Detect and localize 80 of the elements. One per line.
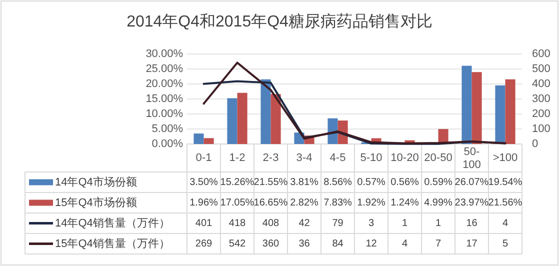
label: 4.99% — [424, 197, 452, 208]
label: 360 — [262, 238, 280, 250]
label: 8.56% — [324, 176, 352, 188]
label: 0.59% — [424, 176, 452, 188]
label: 3 — [368, 218, 374, 229]
y2tick: 0 — [532, 138, 538, 150]
label: 7.83% — [324, 197, 352, 208]
bar — [495, 85, 506, 144]
ytick: 25.00% — [146, 63, 183, 75]
xtick: 0-1 — [196, 152, 212, 164]
label: 418 — [228, 218, 246, 229]
label: 401 — [195, 218, 212, 229]
bar — [237, 92, 248, 144]
label: 17.05% — [220, 197, 254, 208]
label: 408 — [262, 218, 280, 229]
label: 17 — [466, 238, 478, 250]
ytick: 5.00% — [152, 123, 183, 135]
label: 1.92% — [357, 197, 386, 208]
label: 21.56% — [488, 197, 522, 208]
label: 79 — [332, 218, 344, 229]
label: 4 — [502, 218, 508, 229]
xtick: 2-3 — [262, 152, 279, 164]
label: 3.50% — [190, 176, 218, 188]
bar — [194, 134, 204, 144]
label: 15.26% — [220, 176, 254, 188]
bar — [270, 94, 281, 144]
xtick: 1-2 — [229, 152, 246, 164]
y2tick: 500 — [532, 63, 550, 75]
label: 4 — [402, 238, 408, 250]
label: 1 — [402, 218, 408, 229]
label: 42 — [298, 218, 310, 229]
bar — [260, 79, 271, 144]
xtick: >100 — [492, 152, 518, 164]
label: 7 — [435, 238, 442, 250]
bar — [204, 138, 214, 144]
label: 1.24% — [390, 197, 419, 208]
title: 2014年Q4和2015年Q4糖尿病药品销售对比 — [126, 14, 432, 30]
label: 1 — [435, 218, 442, 229]
label: 84 — [332, 238, 344, 250]
ytick: 20.00% — [146, 78, 183, 90]
label: 16 — [466, 218, 478, 229]
ytick: 30.00% — [146, 48, 183, 60]
legend: 14年Q4销售量（万件） — [55, 217, 170, 230]
label: 26.07% — [454, 176, 489, 188]
label: 3.81% — [290, 176, 318, 188]
y2tick: 200 — [532, 108, 550, 120]
bar — [328, 118, 338, 144]
ytick: 0.00% — [152, 138, 183, 150]
xtick: 20-50 — [424, 152, 452, 164]
label: 2.82% — [290, 197, 318, 208]
label: 21.55% — [254, 176, 288, 188]
label: 23.97% — [454, 197, 489, 208]
bar — [227, 98, 238, 144]
xtick: 4-5 — [330, 152, 346, 164]
bar — [505, 79, 516, 144]
label: 269 — [195, 238, 212, 250]
label: 19.54% — [488, 176, 522, 188]
bar — [472, 72, 482, 144]
y2tick: 600 — [532, 48, 550, 60]
y2tick: 100 — [532, 123, 550, 135]
xtick: 5-10 — [360, 152, 382, 164]
legend: 15年Q4市场份额 — [55, 196, 137, 209]
label: 5 — [502, 238, 508, 250]
label: 0.56% — [390, 176, 419, 188]
label: 0.57% — [357, 176, 386, 188]
legend: 15年Q4销售量（万件） — [55, 238, 170, 250]
label: 16.65% — [254, 197, 288, 208]
label: 12 — [366, 238, 377, 250]
label: 1.96% — [190, 197, 218, 208]
ytick: 10.00% — [146, 108, 183, 120]
y2tick: 300 — [532, 93, 550, 105]
ytick: 15.00% — [146, 93, 183, 105]
bar — [462, 66, 472, 144]
xtick: 3-4 — [296, 152, 312, 164]
legend: 14年Q4市场份额 — [55, 176, 137, 188]
xtick: 50-100 — [462, 146, 481, 171]
label: 36 — [298, 238, 310, 250]
label: 542 — [228, 238, 246, 250]
xtick: 10-20 — [390, 152, 419, 164]
y2tick: 400 — [532, 78, 550, 90]
